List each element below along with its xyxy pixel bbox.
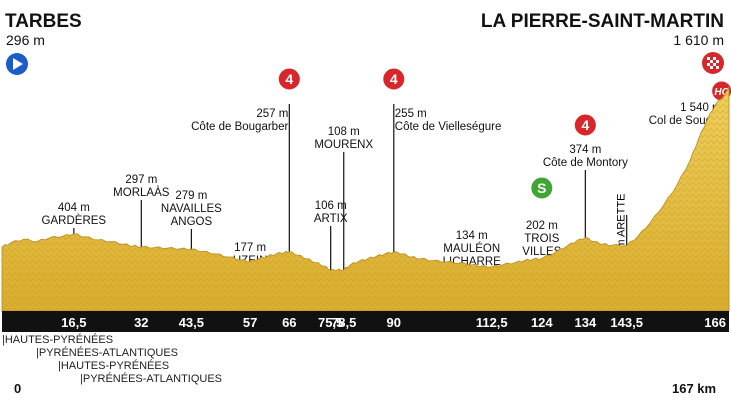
km-tick-labels: 16,5 32 43,5 57 66 75,578,5 90 112,5 124 134 143,5…: [61, 315, 726, 330]
badge-label: 4: [581, 117, 589, 133]
region-label: |HAUTES-PYRÉNÉES: [58, 360, 170, 372]
km-tick-label: 43,5: [179, 315, 204, 330]
waypoint-altitude: 108 m: [328, 126, 360, 138]
km-tick-label: 16,5: [61, 315, 86, 330]
waypoint-altitude: 1 540 m: [680, 102, 722, 114]
waypoint-altitude: 297 m: [125, 174, 157, 186]
waypoint-altitude: 279 m: [175, 190, 207, 202]
waypoint-name: Côte de Bougarber: [191, 121, 288, 133]
waypoint-altitude: 134 m: [456, 230, 488, 242]
waypoint-name: MORLAÀS: [113, 186, 170, 199]
km-tick-label: 57: [243, 315, 257, 330]
km-tick-label: 112,5: [476, 315, 508, 330]
waypoint-name: ARTIX: [314, 213, 348, 225]
km-tick-label: 32: [134, 315, 148, 330]
waypoint-altitude: 257 m: [256, 108, 288, 120]
waypoint-name: GARDÈRES: [42, 214, 107, 227]
waypoint-altitude: 202 m: [526, 220, 558, 232]
start-town-name: TARBES: [5, 11, 82, 32]
finish-town-name: LA PIERRE-SAINT-MARTIN: [481, 11, 724, 32]
km-axis-bar: [2, 311, 729, 332]
badge-label: HC: [714, 87, 729, 98]
start-altitude: 296 m: [6, 32, 45, 48]
checkered-flag-icon: [702, 52, 724, 74]
waypoint-altitude: 177 m: [234, 242, 266, 254]
play-start-icon: [6, 53, 28, 75]
km-tick-label: 134: [574, 315, 596, 330]
axis-start-label: 0: [14, 381, 22, 396]
badge-label: 4: [285, 71, 293, 87]
km-tick-label: 90: [387, 315, 401, 330]
region-label: |HAUTES-PYRÉNÉES: [2, 334, 114, 346]
badge-label: S: [537, 180, 546, 196]
axis-end-label: 167 km: [672, 381, 717, 396]
sprint-badge-icon: S: [530, 176, 554, 200]
climb-category-badge-icon: 4: [277, 67, 301, 91]
waypoint-altitude: 106 m: [315, 200, 347, 212]
km-tick-label: 143,5: [610, 315, 643, 330]
waypoint-name: MAULÉON: [443, 242, 500, 255]
finish-altitude: 1 610 m: [673, 32, 724, 48]
waypoint-name: NAVAILLES: [161, 203, 222, 215]
climb-category-badge-icon: 4: [382, 67, 406, 91]
climb-category-badge-icon: 4: [573, 113, 597, 137]
region-label: |PYRÉNÉES-ATLANTIQUES: [36, 347, 179, 359]
profile-texture: [2, 86, 729, 311]
km-tick-label: 78,5: [331, 315, 356, 330]
waypoint-altitude: 404 m: [58, 202, 90, 214]
waypoint-name: MOURENX: [314, 139, 373, 151]
elevation-profile: [1, 86, 730, 312]
waypoint-name: ANGOS: [171, 216, 213, 228]
km-tick-label: 75,5: [318, 315, 343, 330]
km-tick-label: 124: [531, 315, 553, 330]
badge-label: 4: [390, 71, 398, 87]
km-tick-label: 66: [282, 315, 296, 330]
waypoint-altitude: 255 m: [395, 108, 427, 120]
waypoint-name: Côte de Vielleségure: [395, 121, 502, 133]
km-tick-label: 166: [704, 315, 726, 330]
waypoint-name: Côte de Montory: [543, 157, 628, 169]
waypoint-altitude: 374 m: [569, 144, 601, 156]
region-label: |PYRÉNÉES-ATLANTIQUES: [80, 373, 223, 385]
waypoint-name: Col de Soudet: [649, 115, 723, 127]
waypoint-name: TROIS: [524, 233, 559, 245]
